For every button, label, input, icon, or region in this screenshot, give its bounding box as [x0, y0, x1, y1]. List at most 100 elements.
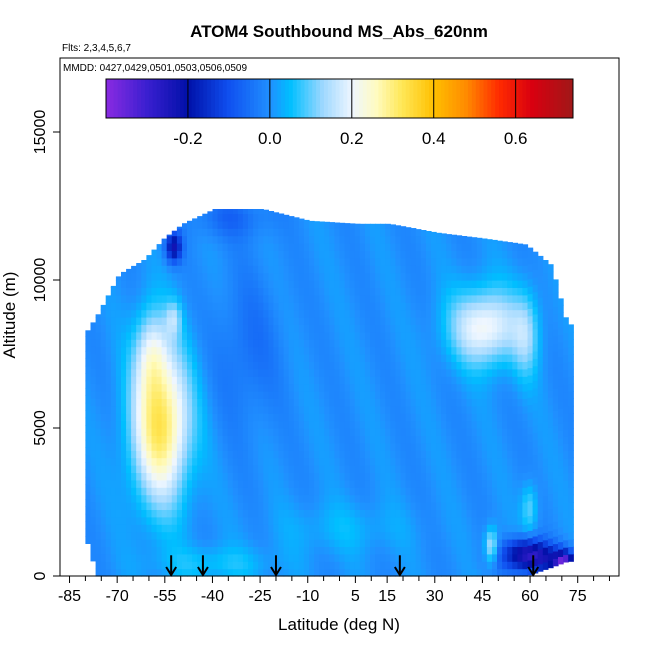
- heatmap-cell: [90, 346, 97, 355]
- heatmap-cell: [349, 324, 356, 333]
- heatmap-cell: [380, 376, 386, 385]
- heatmap-cell: [537, 371, 544, 380]
- heatmap-cell: [441, 428, 447, 436]
- heatmap-cell: [522, 354, 529, 362]
- heatmap-cell: [100, 405, 107, 414]
- heatmap-cell: [268, 383, 275, 392]
- heatmap-cell: [466, 383, 473, 392]
- heatmap-cell: [85, 447, 92, 456]
- heatmap-cell: [237, 405, 244, 414]
- heatmap-cell: [217, 368, 224, 377]
- heatmap-cell: [512, 487, 518, 496]
- heatmap-cell: [146, 265, 153, 274]
- heatmap-cell: [486, 376, 493, 385]
- heatmap-cell: [354, 223, 361, 229]
- heatmap-cell: [217, 383, 224, 392]
- heatmap-cell: [502, 553, 508, 562]
- heatmap-cell: [466, 420, 473, 429]
- heatmap-cell: [192, 265, 198, 274]
- heatmap-cell: [395, 553, 402, 562]
- heatmap-cell: [344, 405, 351, 414]
- heatmap-cell: [146, 413, 153, 422]
- heatmap-cell: [568, 450, 574, 459]
- heatmap-cell: [410, 361, 417, 370]
- heatmap-cell: [558, 504, 564, 513]
- heatmap-cell: [532, 484, 539, 493]
- heatmap-cell: [182, 339, 188, 348]
- heatmap-cell: [451, 494, 457, 503]
- heatmap-cell: [527, 352, 534, 361]
- heatmap-cell: [522, 428, 529, 436]
- heatmap-cell: [395, 339, 402, 348]
- heatmap-cell: [288, 561, 295, 570]
- heatmap-cell: [349, 235, 356, 244]
- heatmap-cell: [303, 250, 310, 259]
- heatmap-cell: [410, 524, 417, 533]
- heatmap-cell: [171, 502, 178, 510]
- heatmap-cell: [400, 398, 407, 407]
- heatmap-cell: [288, 309, 295, 318]
- heatmap-cell: [141, 265, 147, 274]
- heatmap-cell: [517, 280, 524, 288]
- heatmap-cell: [171, 546, 178, 555]
- heatmap-cell: [486, 361, 493, 370]
- heatmap-cell: [446, 546, 452, 555]
- heatmap-cell: [380, 524, 386, 533]
- heatmap-cell: [390, 368, 396, 377]
- colorbar-swatch: [222, 79, 228, 118]
- heatmap-cell: [303, 539, 310, 547]
- heatmap-cell: [390, 361, 396, 370]
- heatmap-cell: [232, 405, 239, 414]
- heatmap-cell: [212, 524, 219, 533]
- heatmap-cell: [324, 487, 330, 496]
- heatmap-cell: [517, 553, 524, 562]
- heatmap-cell: [293, 361, 300, 370]
- heatmap-cell: [502, 509, 508, 518]
- heatmap-cell: [339, 257, 346, 266]
- heatmap-cell: [278, 494, 285, 503]
- heatmap-cell: [502, 531, 508, 540]
- heatmap-cell: [410, 553, 417, 562]
- heatmap-cell: [375, 228, 381, 237]
- heatmap-cell: [522, 331, 529, 340]
- heatmap-cell: [375, 391, 381, 399]
- heatmap-cell: [151, 561, 158, 570]
- heatmap-cell: [476, 331, 483, 340]
- heatmap-cell: [436, 428, 442, 436]
- heatmap-cell: [115, 420, 122, 429]
- heatmap-cell: [461, 339, 468, 348]
- heatmap-cell: [126, 457, 132, 466]
- heatmap-cell: [410, 398, 417, 407]
- heatmap-cell: [232, 502, 239, 510]
- heatmap-cell: [314, 516, 320, 525]
- heatmap-cell: [542, 384, 549, 393]
- heatmap-cell: [217, 209, 224, 214]
- heatmap-cell: [166, 346, 173, 355]
- heatmap-cell: [314, 479, 320, 488]
- heatmap-cell: [405, 524, 412, 533]
- heatmap-cell: [105, 413, 112, 422]
- heatmap-cell: [441, 331, 447, 340]
- heatmap-cell: [547, 375, 554, 384]
- heatmap-cell: [227, 568, 234, 577]
- heatmap-cell: [359, 324, 366, 333]
- heatmap-cell: [552, 343, 559, 352]
- heatmap-cell: [441, 450, 447, 459]
- heatmap-cell: [85, 469, 92, 478]
- heatmap-cell: [324, 472, 330, 481]
- heatmap-cell: [197, 280, 203, 288]
- heatmap-cell: [288, 354, 295, 362]
- heatmap-cell: [461, 265, 468, 274]
- heatmap-cell: [395, 428, 402, 436]
- heatmap-cell: [568, 531, 574, 540]
- heatmap-cell: [502, 465, 508, 473]
- heatmap-cell: [268, 524, 275, 533]
- heatmap-cell: [507, 242, 513, 244]
- heatmap-cell: [563, 436, 569, 445]
- heatmap-cell: [232, 428, 239, 436]
- heatmap-cell: [121, 450, 127, 459]
- heatmap-cell: [390, 531, 396, 540]
- heatmap-cell: [166, 243, 173, 251]
- heatmap-cell: [461, 383, 468, 392]
- heatmap-cell: [268, 213, 275, 222]
